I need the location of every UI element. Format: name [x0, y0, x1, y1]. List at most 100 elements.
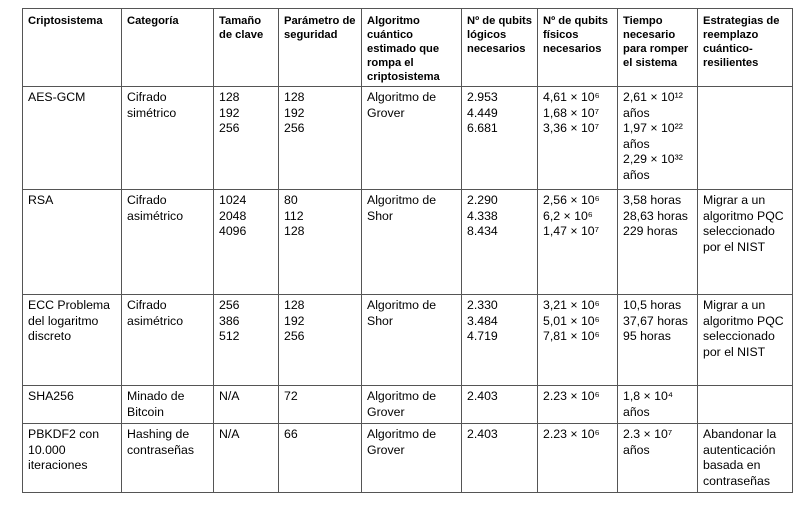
cell-line: 1,8 × 10⁴ años [623, 389, 677, 419]
cell-line: 2.330 [467, 298, 498, 312]
cell-line: 386 [219, 313, 240, 328]
cell-line: Cifrado simétrico [127, 90, 177, 120]
cell-key-size: 256 386 512 [213, 294, 279, 386]
cell-line: 1,68 × 10⁷ [543, 105, 600, 120]
cell-cryptosystem: RSA [22, 189, 122, 295]
cell-line: 2.23 × 10⁶ [543, 389, 600, 403]
cell-line: 2.403 [467, 427, 498, 441]
cell-logical-qubits: 2.953 4.449 6.681 [461, 86, 538, 190]
cell-key-size: N/A [213, 385, 279, 424]
cell-security-parameter: 128 192 256 [278, 294, 362, 386]
cell-line: Migrar a un algoritmo PQC seleccionado p… [703, 193, 788, 254]
cell-line: 2,61 × 10¹² años [623, 90, 687, 120]
cell-line: Algoritmo de Shor [367, 193, 440, 223]
cell-line: 112 [284, 208, 304, 223]
cell-line: AES-GCM [28, 90, 86, 104]
cell-line: 1,97 × 10²² años [623, 121, 687, 151]
cell-physical-qubits: 2,56 × 10⁶ 6,2 × 10⁶ 1,47 × 10⁷ [537, 189, 618, 295]
cell-key-size: 1024 2048 4096 [213, 189, 279, 295]
cell-line: Abandonar la autenticación basada en con… [703, 427, 780, 488]
cell-line: 2.23 × 10⁶ [543, 427, 600, 441]
cell-time-to-break: 10,5 horas 37,67 horas 95 horas [617, 294, 698, 386]
cell-line: 2,56 × 10⁶ [543, 193, 600, 207]
cell-line: 256 [219, 298, 240, 312]
cell-line: 256 [219, 121, 240, 136]
table-row: AES-GCM Cifrado simétrico 128 192 256 128 192 2… [22, 86, 793, 190]
cell-line: 10,5 horas [623, 298, 682, 312]
header-replacement-strategy: Estrategias de reemplazo cuántico-resili… [697, 8, 793, 87]
cell-line: Algoritmo de Shor [367, 298, 440, 328]
table-row: RSA Cifrado asimétrico 1024 2048 4096 80 112 12… [22, 189, 793, 295]
cell-line: 2048 [219, 208, 247, 223]
cell-quantum-algorithm: Algoritmo de Grover [361, 86, 462, 190]
cell-cryptosystem: SHA256 [22, 385, 122, 424]
cell-line: 4.449 [467, 105, 498, 120]
cell-line: 128 [219, 90, 240, 104]
cell-line: 3,21 × 10⁶ [543, 298, 600, 312]
cell-replacement-strategy [697, 385, 793, 424]
cell-category: Cifrado asimétrico [121, 294, 214, 386]
cell-line: 28,63 horas [623, 208, 688, 223]
cell-line: 72 [284, 389, 298, 403]
cell-security-parameter: 128 192 256 [278, 86, 362, 190]
cell-physical-qubits: 2.23 × 10⁶ [537, 385, 618, 424]
cell-line: 128 [284, 224, 305, 239]
cell-line: 7,81 × 10⁶ [543, 329, 600, 344]
cell-line: Cifrado asimétrico [127, 298, 184, 328]
cell-logical-qubits: 2.330 3.484 4.719 [461, 294, 538, 386]
cell-line: 66 [284, 427, 298, 441]
cell-line: 1,47 × 10⁷ [543, 224, 600, 239]
cell-line: Cifrado asimétrico [127, 193, 184, 223]
cell-line: 2.403 [467, 389, 498, 403]
cell-line: 2,29 × 10³² años [623, 152, 687, 182]
cell-category: Cifrado simétrico [121, 86, 214, 190]
cell-line: Migrar a un algoritmo PQC seleccionado p… [703, 298, 788, 359]
table-row: PBKDF2 con 10.000 iteraciones Hashing de … [22, 423, 793, 493]
cell-physical-qubits: 2.23 × 10⁶ [537, 423, 618, 493]
cell-line: ECC Problema del logaritmo discreto [28, 298, 114, 344]
cell-security-parameter: 72 [278, 385, 362, 424]
cell-quantum-algorithm: Algoritmo de Shor [361, 294, 462, 386]
cell-line: Hashing de contraseñas [127, 427, 194, 457]
cell-time-to-break: 3,58 horas 28,63 horas 229 horas [617, 189, 698, 295]
cell-line: N/A [219, 427, 240, 441]
cell-line: 80 [284, 193, 298, 207]
cryptosystems-table: Criptosistema Categoría Tamaño de clave Par… [22, 8, 793, 493]
cell-line: 192 [284, 313, 305, 328]
cell-quantum-algorithm: Algoritmo de Shor [361, 189, 462, 295]
header-time-to-break: Tiempo necesario para romper el sistema [617, 8, 698, 87]
cell-logical-qubits: 2.403 [461, 385, 538, 424]
cell-quantum-algorithm: Algoritmo de Grover [361, 423, 462, 493]
cell-line: 512 [219, 329, 240, 344]
cell-line: 2.953 [467, 90, 498, 104]
cell-line: 5,01 × 10⁶ [543, 313, 600, 328]
cell-line: PBKDF2 con 10.000 iteraciones [28, 427, 103, 473]
cell-security-parameter: 66 [278, 423, 362, 493]
cell-line: 4096 [219, 224, 247, 239]
header-logical-qubits: Nº de qubits lógicos necesarios [461, 8, 538, 87]
cell-quantum-algorithm: Algoritmo de Grover [361, 385, 462, 424]
cell-category: Minado de Bitcoin [121, 385, 214, 424]
cell-line: 4.338 [467, 208, 498, 223]
cell-line: 3,36 × 10⁷ [543, 121, 600, 136]
cell-line: 229 horas [623, 224, 678, 239]
cell-cryptosystem: PBKDF2 con 10.000 iteraciones [22, 423, 122, 493]
cell-line: 37,67 horas [623, 313, 688, 328]
cell-time-to-break: 2.3 × 10⁷ años [617, 423, 698, 493]
cell-time-to-break: 1,8 × 10⁴ años [617, 385, 698, 424]
cell-line: 192 [284, 105, 305, 120]
cell-physical-qubits: 3,21 × 10⁶ 5,01 × 10⁶ 7,81 × 10⁶ [537, 294, 618, 386]
header-key-size: Tamaño de clave [213, 8, 279, 87]
cell-line: N/A [219, 389, 240, 403]
cell-line: 4.719 [467, 329, 498, 344]
header-physical-qubits: Nº de qubits físicos necesarios [537, 8, 618, 87]
table-row: ECC Problema del logaritmo discreto Cifra… [22, 294, 793, 386]
cell-replacement-strategy: Abandonar la autenticación basada en con… [697, 423, 793, 493]
cell-line: 8.434 [467, 224, 498, 239]
cell-category: Cifrado asimétrico [121, 189, 214, 295]
cell-line: 128 [284, 298, 305, 312]
header-cryptosystem: Criptosistema [22, 8, 122, 87]
cell-line: 6,2 × 10⁶ [543, 208, 593, 223]
cell-line: 2.290 [467, 193, 498, 207]
cell-line: 128 [284, 90, 305, 104]
